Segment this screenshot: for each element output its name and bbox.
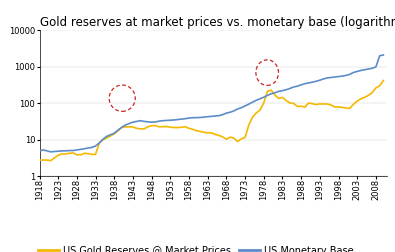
Text: Gold reserves at market prices vs. monetary base (logarithmic scale): Gold reserves at market prices vs. monet… [40, 16, 395, 29]
Legend: US Gold Reserves @ Market Prices, US Monetary Base: US Gold Reserves @ Market Prices, US Mon… [38, 245, 354, 252]
